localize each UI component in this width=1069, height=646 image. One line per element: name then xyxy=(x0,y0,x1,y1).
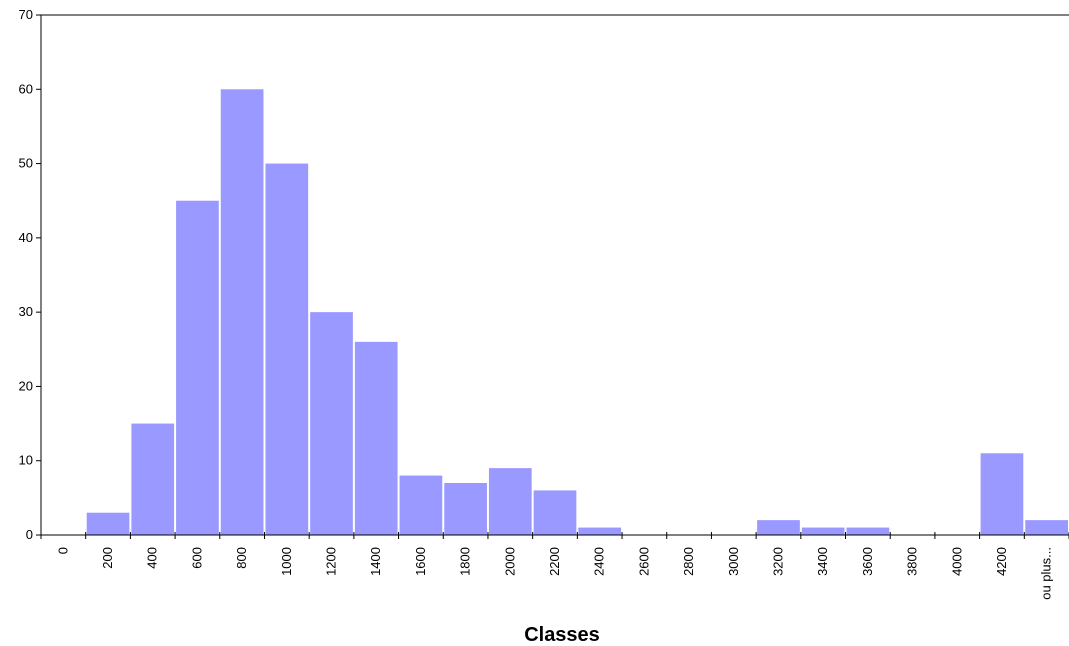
x-tick-label: 1200 xyxy=(324,547,339,576)
bar xyxy=(801,527,845,535)
y-tick-label: 20 xyxy=(19,378,33,393)
bar xyxy=(354,341,398,535)
x-axis-ticks: 0 200 400 600 800 1000 1200 1400 1600 1800 2000 220… xyxy=(40,532,1069,600)
y-tick-label: 30 xyxy=(19,304,33,319)
x-tick-label: 3800 xyxy=(905,547,920,576)
x-tick-label: 3000 xyxy=(726,547,741,576)
x-tick-label: 200 xyxy=(100,547,115,569)
bar xyxy=(846,527,890,535)
bar xyxy=(86,512,130,535)
bar xyxy=(488,468,532,535)
x-tick-label: 1000 xyxy=(279,547,294,576)
bar xyxy=(176,200,219,535)
y-tick-label: 0 xyxy=(26,527,33,542)
bars xyxy=(86,89,1068,536)
x-tick-label: 3600 xyxy=(860,547,875,576)
x-tick-label: 1800 xyxy=(458,547,473,576)
bar xyxy=(265,163,309,536)
bar xyxy=(1025,520,1068,535)
x-tick-label: ou plus... xyxy=(1039,547,1054,600)
x-tick-label: 2000 xyxy=(502,547,517,576)
bar xyxy=(310,312,353,535)
x-tick-label: 0 xyxy=(55,547,70,554)
bar xyxy=(980,453,1024,535)
x-axis-title: Classes xyxy=(524,624,600,646)
x-tick-label: 1400 xyxy=(368,547,383,576)
x-tick-label: 600 xyxy=(189,547,204,569)
bar xyxy=(131,423,175,535)
y-tick-label: 70 xyxy=(19,7,33,22)
bar xyxy=(444,483,487,535)
bar xyxy=(220,89,264,536)
x-tick-label: 400 xyxy=(145,547,160,569)
x-tick-label: 4200 xyxy=(994,547,1009,576)
x-tick-label: 3200 xyxy=(770,547,785,576)
x-tick-label: 1600 xyxy=(413,547,428,576)
x-tick-label: 3400 xyxy=(815,547,830,576)
x-tick-label: 4000 xyxy=(949,547,964,576)
y-axis-ticks: 0 10 20 30 40 50 60 70 xyxy=(19,7,41,542)
bar xyxy=(757,520,800,535)
bar xyxy=(533,490,577,535)
y-tick-label: 10 xyxy=(19,453,33,468)
y-tick-label: 50 xyxy=(19,156,33,171)
x-tick-label: 2800 xyxy=(681,547,696,576)
x-tick-label: 2400 xyxy=(592,547,607,576)
bar xyxy=(399,475,443,535)
x-tick-label: 800 xyxy=(234,547,249,569)
x-tick-label: 2200 xyxy=(547,547,562,576)
x-tick-label: 2600 xyxy=(636,547,651,576)
y-tick-label: 40 xyxy=(19,230,33,245)
y-tick-label: 60 xyxy=(19,81,33,96)
bar xyxy=(578,527,622,535)
